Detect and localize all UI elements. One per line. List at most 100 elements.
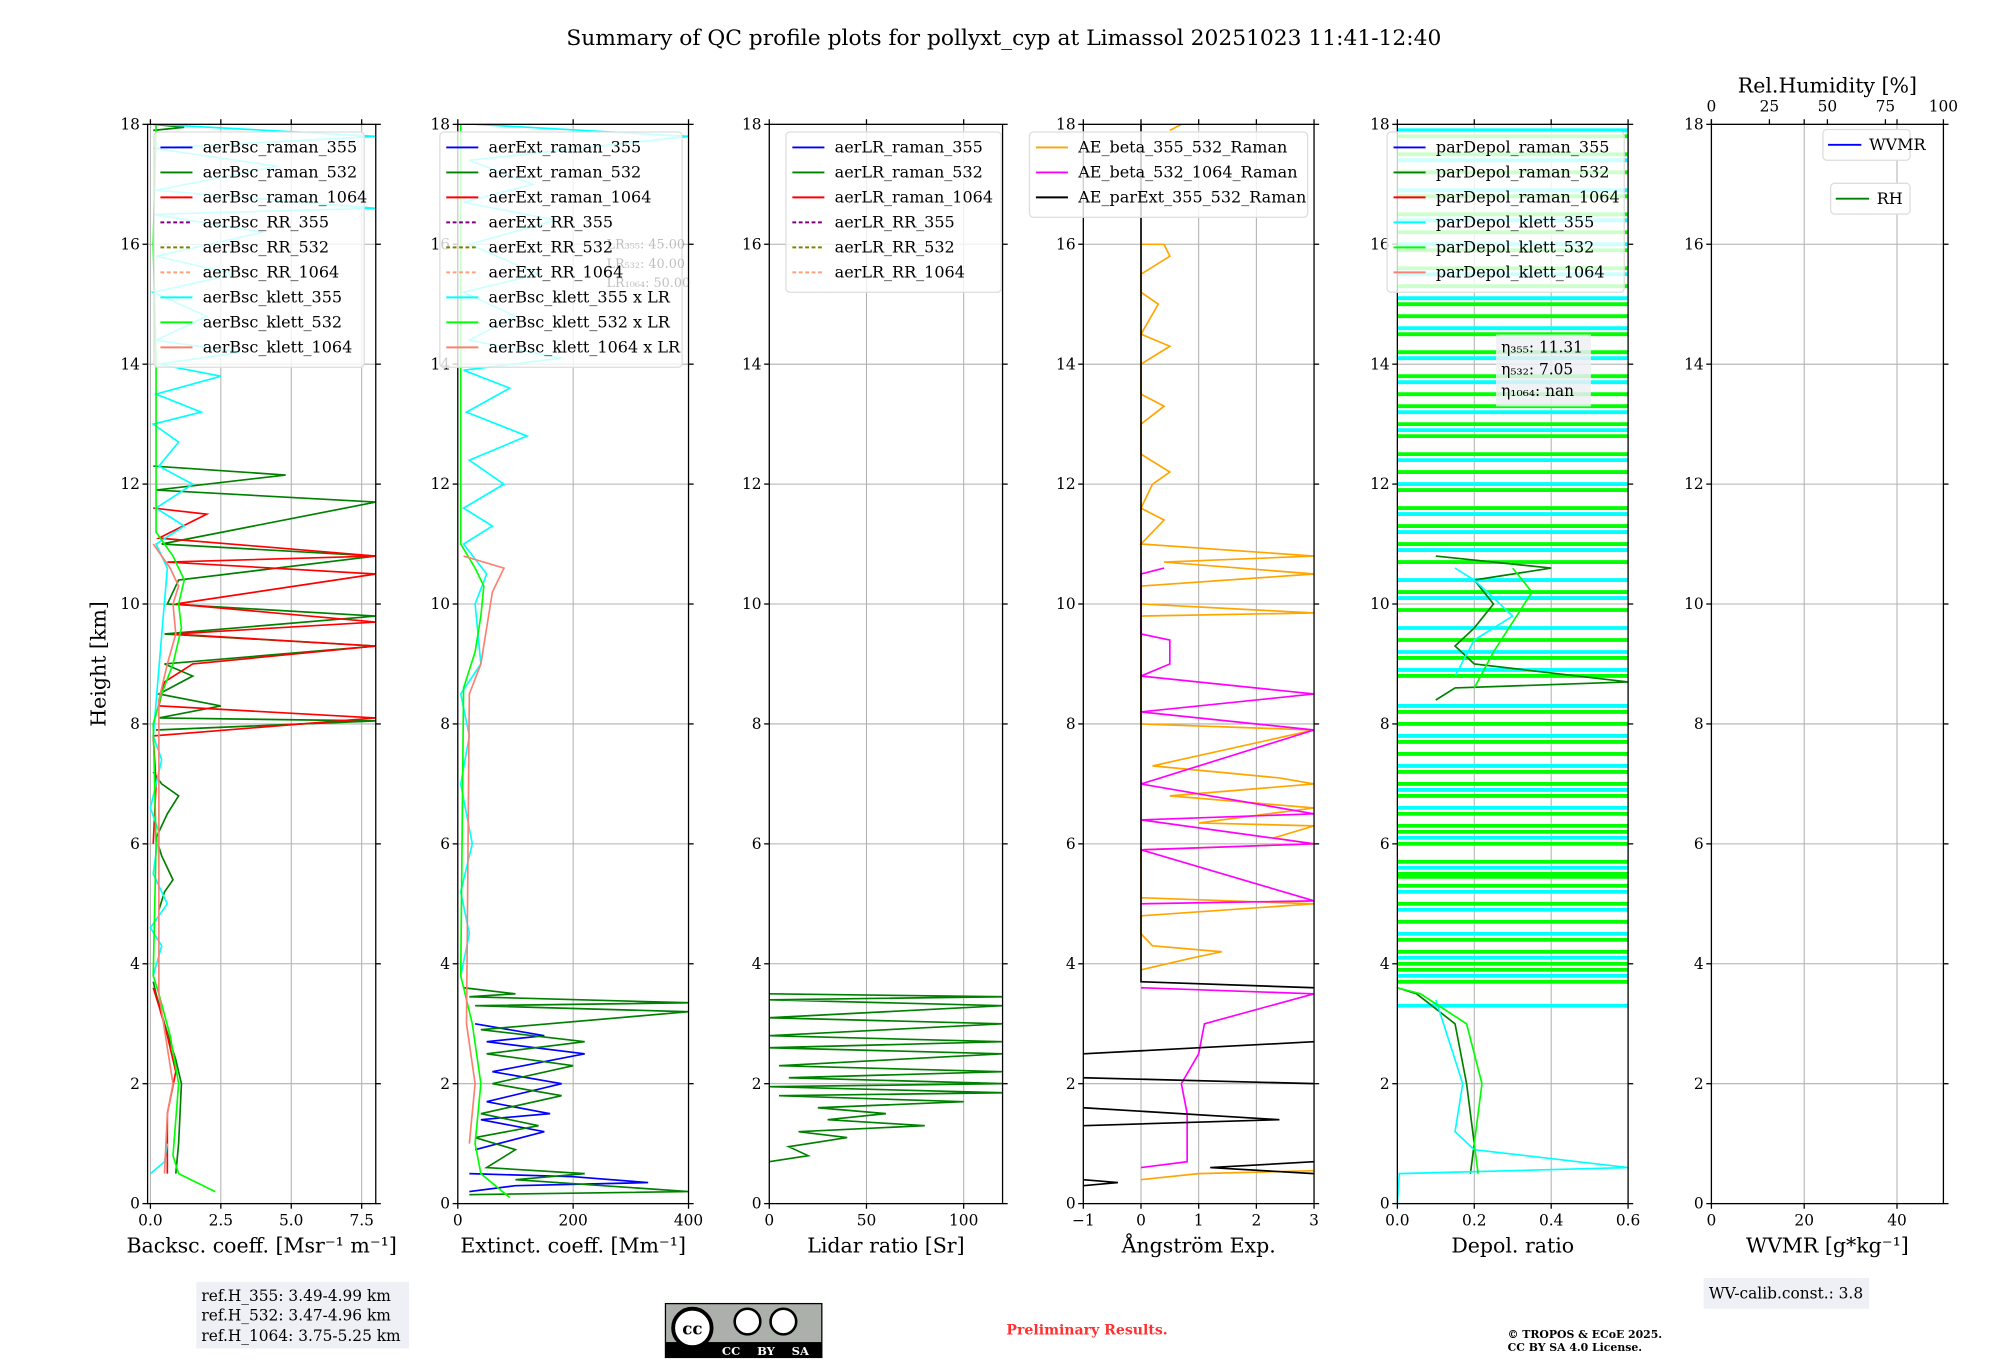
legend-wvmr: WVMR <box>1822 128 1926 161</box>
x-tick-label: 7.5 <box>349 1211 373 1229</box>
legend-entry: WVMR <box>1869 135 1926 154</box>
legend-entry: aerExt_RR_532 <box>489 238 614 257</box>
reference-height-box: ref.H_355: 3.49-4.99 km ref.H_532: 3.47-… <box>196 1281 410 1349</box>
lidar-ratio-annotation: LR₃₅₅: 45.00 LR₅₃₂: 40.00 LR₁₀₆₄: 50.00 <box>606 238 690 291</box>
y-tick-label: 6 <box>1066 835 1076 853</box>
y-tick-label: 6 <box>1380 835 1390 853</box>
y-tick-label: 4 <box>1694 955 1704 973</box>
legend-entry: aerBsc_klett_355 x LR <box>489 288 671 307</box>
series-aerbsc-raman-532 <box>153 465 376 731</box>
ref-height-355: ref.H_355: 3.49-4.99 km <box>201 1287 391 1305</box>
series-ae-beta-532-1064-raman <box>1140 567 1315 905</box>
x-tick-label: 0 <box>1136 1211 1146 1229</box>
y-tick-label: 2 <box>1380 1075 1390 1093</box>
by-icon <box>733 1307 762 1336</box>
x-tick-label: 0.0 <box>138 1211 162 1229</box>
y-axis-label: Height [km] <box>86 601 110 727</box>
y-tick-label: 12 <box>1056 475 1076 493</box>
y-tick-label: 0 <box>1066 1195 1076 1213</box>
x-tick-label: 2 <box>1251 1211 1261 1229</box>
series-pardepol-klett-355 <box>1397 999 1629 1204</box>
top-x-tick-label: 50 <box>1818 98 1838 116</box>
legend-box <box>1822 128 1911 161</box>
y-tick-label: 0 <box>130 1195 140 1213</box>
series-pardepol-raman-532 <box>1397 986 1476 1174</box>
eta-value: η₃₅₅: 11.31 <box>1501 338 1583 356</box>
legend: parDepol_raman_355 parDepol_raman_532 parD… <box>1386 131 1625 293</box>
series-aerext-raman-355 <box>469 1172 649 1193</box>
legend-entry: parDepol_klett_1064 <box>1436 263 1605 282</box>
legend-entry: parDepol_raman_355 <box>1436 138 1610 157</box>
y-tick-label: 14 <box>742 355 762 373</box>
x-tick-label: 0.0 <box>1385 1211 1409 1229</box>
y-tick-label: 8 <box>1066 715 1076 733</box>
legend-entry: aerBsc_klett_1064 <box>203 337 353 356</box>
y-tick-label: 10 <box>742 595 762 613</box>
legend-box <box>153 131 365 368</box>
ref-height-1064: ref.H_1064: 3.75-5.25 km <box>201 1327 401 1345</box>
wv-calib-box: WV-calib.const.: 3.8 <box>1703 1277 1870 1309</box>
sa-icon <box>769 1307 798 1336</box>
x-axis-label: WVMR [g*kg⁻¹] <box>1746 1233 1909 1257</box>
axes-frame <box>1396 123 1629 1205</box>
x-tick-label: 0.2 <box>1462 1211 1486 1229</box>
y-tick-label: 14 <box>1684 355 1704 373</box>
x-tick-label: −1 <box>1072 1211 1095 1229</box>
svg-text:cc: cc <box>682 1318 702 1338</box>
y-tick-label: 8 <box>752 715 762 733</box>
series-aerbsc-klett-532-x-lr <box>459 124 511 1199</box>
y-tick-label: 18 <box>1056 115 1076 133</box>
legend-entry: AE_beta_532_1064_Raman <box>1077 163 1297 182</box>
x-tick-label: 0 <box>453 1211 463 1229</box>
license-badge-label: CC BY SA <box>722 1344 810 1358</box>
cc-icon <box>671 1306 714 1350</box>
panel-3: 0 50 100 0 2 4 6 8 10 12 14 16 18 Lidar ratio [Sr] aer… <box>742 115 1008 1257</box>
cc-license-badge: cc CC BY SA <box>664 1302 823 1359</box>
y-tick-label: 16 <box>120 235 140 253</box>
legend-box <box>785 131 1002 293</box>
y-tick-label: 4 <box>130 955 140 973</box>
legend-entry: AE_parExt_355_532_Raman <box>1077 188 1306 207</box>
annotation-box <box>1496 334 1591 407</box>
y-tick-label: 16 <box>1056 235 1076 253</box>
y-tick-label: 12 <box>120 475 140 493</box>
legend-entry: aerExt_raman_1064 <box>489 188 652 207</box>
legend-entry: parDepol_klett_355 <box>1436 213 1595 232</box>
x-axis-label: Ångström Exp. <box>1121 1232 1276 1257</box>
x-axis-label: Lidar ratio [Sr] <box>807 1233 964 1257</box>
y-tick-label: 18 <box>742 115 762 133</box>
legend-box <box>439 131 683 368</box>
legend-entry: aerLR_RR_355 <box>835 213 955 232</box>
y-tick-label: 0 <box>1380 1195 1390 1213</box>
x-tick-label: 0.4 <box>1539 1211 1564 1229</box>
legend-entry: aerBsc_raman_532 <box>203 163 357 182</box>
panel-1: 0.0 2.5 5.0 7.5 0 2 4 6 8 10 12 14 16 18 Backsc. coeff… <box>120 115 397 1257</box>
eta-value: η₅₃₂: 7.05 <box>1501 360 1573 378</box>
y-tick-label: 4 <box>1066 955 1076 973</box>
x-axis-label: Depol. ratio <box>1451 1233 1574 1257</box>
series-aerbsc-klett-532 <box>152 124 216 1193</box>
series-aerbsc-raman-532 <box>152 981 183 1174</box>
y-tick-label: 14 <box>1056 355 1076 373</box>
legend-entry: aerBsc_RR_532 <box>203 238 329 257</box>
copyright-line-1: © TROPOS & ECoE 2025. <box>1508 1328 1663 1341</box>
y-tick-label: 0 <box>440 1195 450 1213</box>
legend: AE_beta_355_532_Raman AE_beta_532_1064_Ra… <box>1028 131 1309 218</box>
y-tick-label: 8 <box>1380 715 1390 733</box>
x-tick-label: 200 <box>558 1211 587 1229</box>
y-tick-label: 2 <box>752 1075 762 1093</box>
legend-entry: aerBsc_klett_532 <box>203 313 342 332</box>
series-ae-parext-355-532-raman <box>1210 1160 1315 1175</box>
series-aerbsc-klett-1064 <box>152 543 180 1174</box>
legend: aerExt_raman_355 aerExt_raman_532 aerExt_r… <box>439 131 683 368</box>
x-tick-label: 3 <box>1309 1211 1319 1229</box>
legend-entry: AE_beta_355_532_Raman <box>1077 138 1287 157</box>
series-aerbsc-klett-1064-x-lr <box>463 555 506 1144</box>
y-tick-label: 2 <box>1694 1075 1704 1093</box>
x-tick-label: 0 <box>764 1211 774 1229</box>
series-pardepol-klett-355 <box>1454 567 1515 677</box>
x-tick-label: 0.6 <box>1616 1211 1640 1229</box>
legend-entry: aerBsc_RR_355 <box>203 213 329 232</box>
y-tick-label: 14 <box>120 355 140 373</box>
legend-entry: aerLR_raman_1064 <box>835 188 993 207</box>
